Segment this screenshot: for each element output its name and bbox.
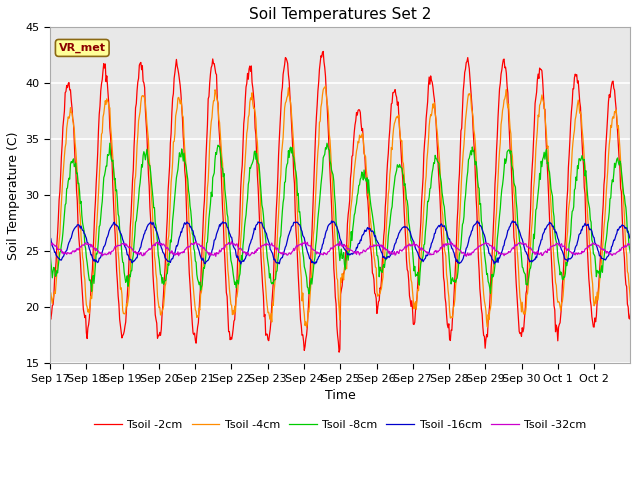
Tsoil -8cm [221, 193, 229, 199]
Tsoil -16cm [115, 224, 122, 229]
X-axis label: Time: Time [325, 389, 356, 402]
Line: Tsoil -2cm: Tsoil -2cm [50, 51, 630, 352]
Tsoil -16cm [627, 235, 634, 240]
Tsoil -2cm [402, 237, 410, 242]
Tsoil -4cm [322, 83, 330, 89]
Text: VR_met: VR_met [59, 43, 106, 53]
Tsoil -32cm [115, 243, 122, 249]
Tsoil -16cm [273, 260, 280, 266]
Tsoil -4cm [272, 270, 280, 276]
Tsoil -8cm [115, 214, 123, 219]
Tsoil -2cm [335, 349, 343, 355]
Tsoil -8cm [273, 269, 280, 275]
Tsoil -2cm [627, 311, 634, 317]
Tsoil -32cm [627, 241, 634, 247]
Line: Tsoil -16cm: Tsoil -16cm [50, 221, 630, 264]
Tsoil -4cm [627, 298, 634, 303]
Tsoil -16cm [250, 225, 258, 231]
Tsoil -16cm [401, 225, 409, 230]
Tsoil -4cm [250, 106, 257, 111]
Tsoil -32cm [46, 241, 54, 247]
Legend: Tsoil -2cm, Tsoil -4cm, Tsoil -8cm, Tsoil -16cm, Tsoil -32cm: Tsoil -2cm, Tsoil -4cm, Tsoil -8cm, Tsoi… [90, 416, 591, 435]
Y-axis label: Soil Temperature (C): Soil Temperature (C) [7, 131, 20, 260]
Line: Tsoil -8cm: Tsoil -8cm [50, 143, 630, 294]
Tsoil -32cm [336, 239, 344, 244]
Line: Tsoil -32cm: Tsoil -32cm [50, 241, 630, 256]
Tsoil -2cm [319, 48, 327, 54]
Tsoil -4cm [221, 208, 228, 214]
Tsoil -8cm [46, 250, 54, 255]
Line: Tsoil -4cm: Tsoil -4cm [50, 86, 630, 327]
Tsoil -32cm [402, 244, 410, 250]
Tsoil -16cm [509, 218, 516, 224]
Tsoil -4cm [46, 294, 54, 300]
Tsoil -8cm [402, 187, 410, 193]
Tsoil -8cm [305, 291, 313, 297]
Tsoil -2cm [250, 94, 257, 99]
Tsoil -4cm [303, 324, 310, 330]
Tsoil -32cm [250, 251, 258, 256]
Title: Soil Temperatures Set 2: Soil Temperatures Set 2 [249, 7, 431, 22]
Tsoil -2cm [115, 293, 122, 299]
Tsoil -4cm [435, 142, 442, 148]
Tsoil -2cm [46, 315, 54, 321]
Tsoil -2cm [435, 164, 442, 170]
Tsoil -32cm [435, 249, 442, 254]
Tsoil -4cm [402, 199, 410, 204]
Tsoil -16cm [46, 234, 54, 240]
Tsoil -8cm [106, 140, 114, 146]
Tsoil -16cm [237, 261, 244, 267]
Tsoil -8cm [627, 251, 634, 256]
Tsoil -32cm [273, 247, 280, 252]
Tsoil -32cm [221, 242, 229, 248]
Tsoil -8cm [250, 149, 258, 155]
Tsoil -4cm [115, 249, 122, 255]
Tsoil -32cm [212, 253, 220, 259]
Tsoil -16cm [221, 220, 228, 226]
Tsoil -2cm [272, 225, 280, 230]
Tsoil -8cm [435, 159, 442, 165]
Tsoil -2cm [221, 256, 228, 262]
Tsoil -16cm [434, 225, 442, 230]
